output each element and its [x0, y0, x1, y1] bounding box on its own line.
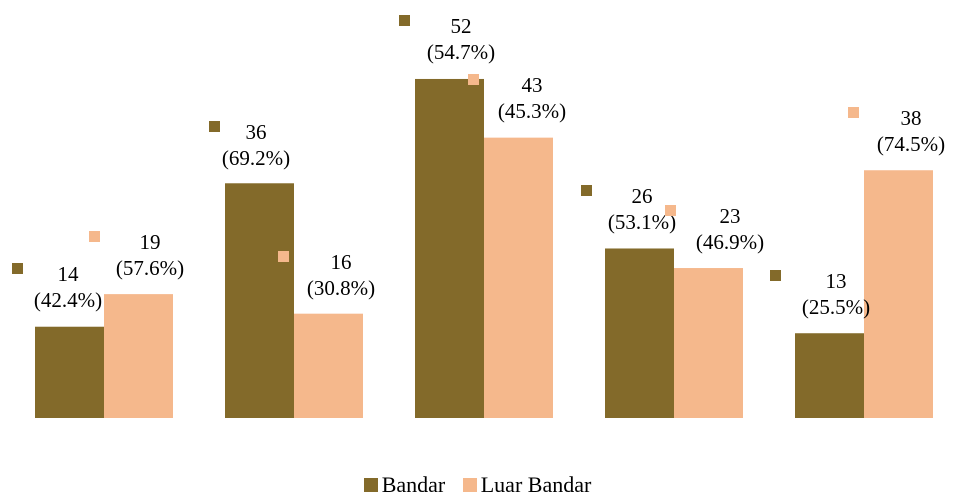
data-label-bandar-1: 14 (42.4%)	[34, 262, 102, 312]
bar-bandar-5	[795, 333, 864, 418]
legend-label-bandar: Bandar	[381, 472, 446, 497]
data-label-marker	[12, 263, 23, 274]
bar-luar-bandar-4	[674, 268, 743, 418]
data-label-marker	[581, 185, 592, 196]
data-label-luar-bandar-5: 38 (74.5%)	[877, 106, 945, 156]
data-labels-layer: 14 (42.4%) 36 (69.2%) 52 (54.7%) 26 (53.1%) 13 (2…	[12, 14, 945, 319]
data-label-marker	[468, 74, 479, 85]
bar-bandar-3	[415, 78, 484, 419]
bars-layer	[35, 78, 933, 419]
data-label-bandar-4: 26 (53.1%)	[608, 184, 676, 234]
data-label-marker	[209, 121, 220, 132]
legend: Bandar Luar Bandar	[0, 472, 955, 498]
data-label-marker	[665, 205, 676, 216]
bar-luar-bandar-3	[484, 137, 553, 418]
data-label-bandar-3: 52 (54.7%)	[427, 14, 495, 64]
bar-luar-bandar-5	[864, 170, 933, 418]
data-label-luar-bandar-1: 19 (57.6%)	[116, 230, 184, 280]
data-label-luar-bandar-2: 16 (30.8%)	[307, 250, 375, 300]
legend-label-luar-bandar: Luar Bandar	[480, 472, 592, 497]
legend-swatch-bandar	[363, 478, 378, 492]
legend-item-luar-bandar: Luar Bandar	[462, 472, 592, 498]
data-label-marker	[89, 231, 100, 242]
data-label-luar-bandar-3: 43 (45.3%)	[498, 73, 566, 123]
data-label-marker	[399, 15, 410, 26]
data-label-bandar-2: 36 (69.2%)	[222, 120, 290, 170]
data-label-marker	[278, 251, 289, 262]
legend-swatch-luar-bandar	[462, 478, 477, 492]
legend-item-bandar: Bandar	[363, 472, 446, 498]
data-label-luar-bandar-4: 23 (46.9%)	[696, 204, 764, 254]
data-label-marker	[848, 107, 859, 118]
bar-bandar-2	[225, 183, 294, 418]
bar-bandar-4	[605, 248, 674, 418]
bar-luar-bandar-1	[104, 294, 173, 418]
data-label-marker	[770, 270, 781, 281]
bar-luar-bandar-2	[294, 313, 363, 418]
data-label-bandar-5: 13 (25.5%)	[802, 269, 870, 319]
bar-bandar-1	[35, 326, 104, 418]
